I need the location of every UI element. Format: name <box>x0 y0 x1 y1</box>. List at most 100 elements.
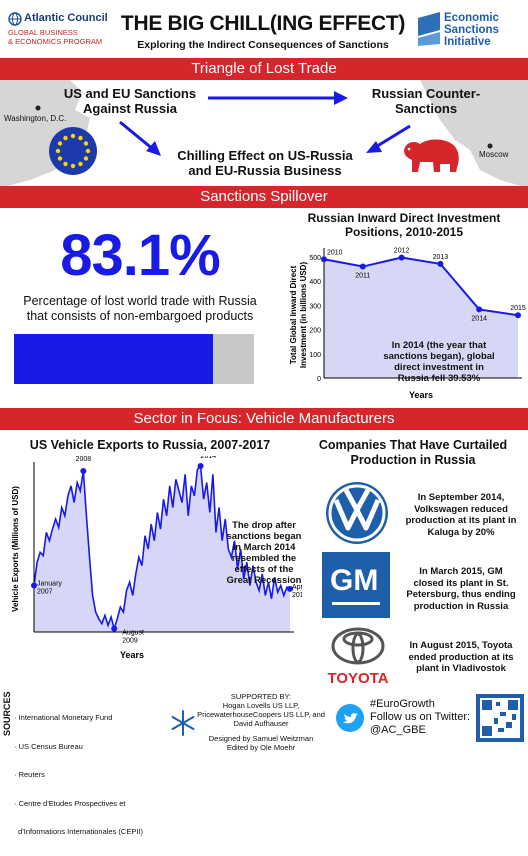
investment-year-label: 2012 <box>394 248 410 255</box>
gm-logo: GM <box>322 552 390 618</box>
investment-line <box>323 256 519 317</box>
atlantic-council-globe-icon <box>8 12 22 26</box>
exports-point-label: 2008 <box>76 456 92 463</box>
esi-name: Economic Sanctions Initiative <box>444 12 499 48</box>
chilling-line-1: Chilling Effect on US-Russia <box>177 148 353 163</box>
investment-y-tick: 0 <box>317 376 321 383</box>
vw-line-2: Volkswagen reduced <box>414 503 508 515</box>
eu-flag-icon <box>49 127 97 175</box>
washington-label: Washington, D.C. <box>4 114 67 123</box>
exports-point-label: 2007 <box>37 589 53 596</box>
investment-y-tick: 200 <box>309 328 321 335</box>
source-item: · International Monetary Fund <box>14 713 113 722</box>
page-subtitle: Exploring the Indirect Consequences of S… <box>137 39 389 51</box>
moscow-dot <box>487 143 493 149</box>
program-line-2: & ECONOMICS PROGRAM <box>8 37 103 46</box>
sources-list: · International Monetary Fund · US Censu… <box>14 694 143 856</box>
esi-line-3: Initiative <box>444 36 491 48</box>
gm-logo-text: GM <box>330 564 379 597</box>
sector-banner: Sector in Focus: Vehicle Manufacturers <box>0 408 528 430</box>
exports-annotation-line-6: Great Recession <box>226 575 302 586</box>
qr-code-icon <box>480 698 520 738</box>
us-eu-line-1: US and EU Sanctions <box>63 86 197 101</box>
investment-year-label: 2011 <box>355 273 370 280</box>
vw-line-1: In September 2014, <box>417 492 505 503</box>
source-item: d'Informations Internationales (CEPII) <box>14 827 143 836</box>
supported-by: SUPPORTED BY: Hogan Lovells US LLP, Pric… <box>196 692 326 752</box>
us-eu-sanctions-label: US and EU Sanctions Against Russia <box>50 86 210 116</box>
investment-y-tick: 100 <box>309 352 321 359</box>
chilling-effect-label: Chilling Effect on US-Russia and EU-Russ… <box>160 148 370 178</box>
supported-label: SUPPORTED BY: <box>230 692 292 701</box>
moscow-label: Moscow <box>479 150 509 159</box>
investment-y-tick: 400 <box>309 279 321 286</box>
exports-x-label: Years <box>120 650 144 660</box>
supported-line-2: PricewaterhouseCoopers US LLP, and <box>197 710 325 719</box>
exports-highlight-point <box>197 463 204 469</box>
exports-point-label: 2009 <box>122 638 138 645</box>
big-percent: 83.1% <box>60 223 220 288</box>
washington-dot <box>35 105 41 111</box>
esi-line-2: Sanctions <box>444 24 499 36</box>
investment-annotation-line-1: In 2014 (the year that <box>391 340 487 351</box>
qr-code[interactable] <box>476 694 524 742</box>
twitter-handle[interactable]: @AC_GBE <box>370 724 426 736</box>
twitter-icon[interactable] <box>336 704 364 732</box>
exports-area <box>34 466 290 632</box>
exports-highlight-point <box>80 467 87 474</box>
companies-title: Companies That Have Curtailed Production… <box>306 438 520 468</box>
edited-by: Edited by Ole Moehr <box>226 743 296 752</box>
source-item: · US Census Bureau <box>14 741 83 751</box>
exports-annotation: The drop after sanctions began in March … <box>222 520 306 586</box>
investment-year-label: 2013 <box>433 254 449 261</box>
exports-highlight-point <box>111 625 118 632</box>
source-item: · Reuters <box>14 770 45 779</box>
investment-year-label: 2010 <box>327 249 343 256</box>
russian-bear-icon <box>404 139 459 172</box>
investment-annotation: In 2014 (the year that sanctions began),… <box>360 340 518 384</box>
gm-line-3: Petersburg, thus ending <box>406 589 516 600</box>
toyota-line-2: ended production at its <box>408 651 514 663</box>
volkswagen-logo-icon <box>326 482 388 544</box>
source-item: · Centre d'Etudes Prospectives et <box>14 798 126 808</box>
esi-line-1: Economic <box>444 12 499 24</box>
gm-line-2: closed its plant in St. <box>413 577 509 589</box>
percent-bar-fill <box>14 334 214 384</box>
twitter-block: #EuroGrowth Follow us on Twitter: @AC_GB… <box>370 698 470 737</box>
russia-line-2: Sanctions <box>394 101 458 116</box>
exports-chart-title: US Vehicle Exports to Russia, 2007-2017 <box>29 438 271 452</box>
investment-title-line-1: Russian Inward Direct Investment <box>307 211 501 225</box>
exports-annotation-line-1: The drop after <box>232 520 296 531</box>
hashtag[interactable]: #EuroGrowth <box>370 698 435 710</box>
exports-chart: January2007October2008August2009March201… <box>11 456 302 660</box>
exports-line <box>33 464 291 632</box>
russia-line-1: Russian Counter- <box>371 86 481 101</box>
program-line-1: GLOBAL BUSINESS <box>8 28 78 37</box>
investment-annotation-line-2: sanctions began), global <box>383 351 495 362</box>
arrow-down-left <box>373 124 411 150</box>
exports-annotation-line-3: in March 2014 <box>232 542 296 553</box>
vw-line-4: Kaluga by 20% <box>427 526 495 538</box>
spillover-banner: Sanctions Spillover <box>0 186 528 208</box>
exports-point-label: 2017 <box>292 592 302 599</box>
exports-annotation-line-2: sanctions began <box>226 531 302 542</box>
exports-point-label: 2014 <box>201 456 217 460</box>
investment-y-label-line-1: Total Global Inward Direct <box>289 265 298 364</box>
esi-logo-icon <box>418 12 440 46</box>
investment-y-label-line-2: Investment (in billions USD) <box>299 262 308 369</box>
percent-description: Percentage of lost world trade with Russ… <box>6 294 274 324</box>
supported-line-1: Hogan Lovells US LLP, <box>222 701 300 710</box>
investment-point <box>515 312 521 319</box>
investment-chart: 0 100 200 300 400 500 2010 2011 2012 2013 2014 2015… <box>289 248 526 400</box>
toyota-logo-text: TOYOTA <box>327 670 389 687</box>
world-map-background <box>0 80 528 188</box>
companies-title-line-1: Companies That Have Curtailed <box>318 438 508 452</box>
footer: SOURCES · International Monetary Fund · … <box>0 690 528 836</box>
vw-line-3: production at its plant in <box>405 515 517 526</box>
investment-point <box>359 263 366 270</box>
companies-title-line-2: Production in Russia <box>350 453 476 467</box>
investment-area <box>324 257 518 378</box>
gm-line-1: In March 2015, GM <box>419 566 503 577</box>
atlantic-council-name: Atlantic Council <box>24 12 108 24</box>
toyota-line-1: In August 2015, Toyota <box>409 640 513 651</box>
